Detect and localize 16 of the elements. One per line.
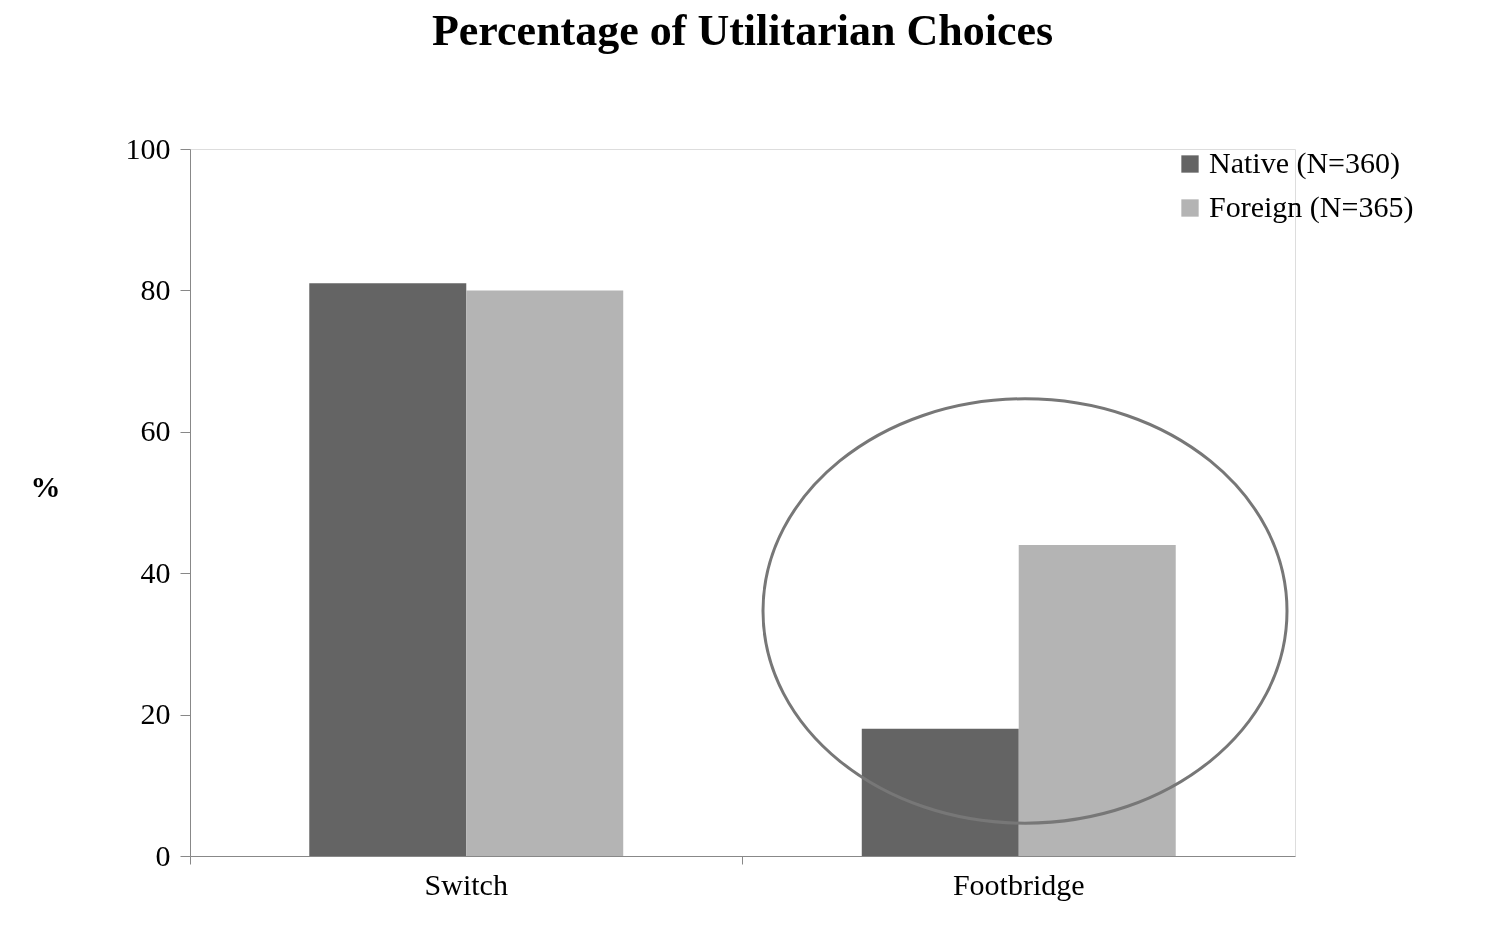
bar (1018, 544, 1176, 856)
y-tick-label: 60 (140, 414, 171, 448)
y-tick-label: 40 (140, 555, 171, 589)
legend-label: Native (N=360) (1209, 146, 1401, 180)
y-tick-label: 100 (125, 131, 171, 165)
chart-title: Percentage of Utilitarian Choices (431, 6, 1054, 55)
y-tick-label: 80 (140, 272, 171, 306)
y-axis-title: % (30, 470, 61, 503)
bar (309, 283, 467, 856)
legend-label: Foreign (N=365) (1209, 190, 1414, 224)
y-tick-label: 20 (140, 697, 171, 731)
bar (861, 728, 1019, 856)
x-tick-label: Switch (424, 867, 508, 901)
x-tick-label: Footbridge (952, 867, 1085, 901)
bar (466, 290, 624, 856)
y-tick-label: 0 (155, 838, 171, 872)
